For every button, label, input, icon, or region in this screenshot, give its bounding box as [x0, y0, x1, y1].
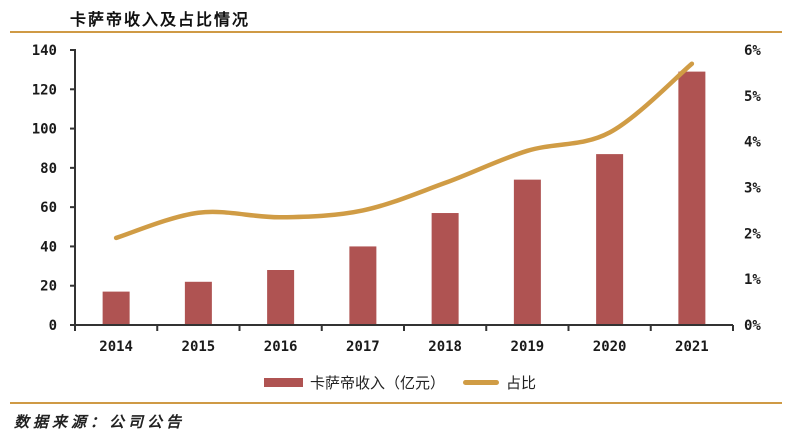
chart-title: 卡萨帝收入及占比情况 — [70, 12, 251, 29]
data-source-note: 数据来源：公司公告 — [14, 415, 186, 431]
revenue-bar-swatch-icon — [263, 378, 303, 387]
y-axis-tick-label: 20 — [40, 279, 57, 295]
revenue-bar-2021 — [678, 71, 706, 325]
chart-legend: 卡萨帝收入（亿元） 占比 — [0, 372, 800, 393]
right-axis-tick-label: 4% — [744, 135, 761, 151]
legend-share-label: 占比 — [506, 376, 537, 392]
revenue-bar-2019 — [513, 179, 541, 325]
share-line-swatch-icon — [463, 380, 499, 385]
x-axis-year-label: 2014 — [99, 339, 133, 355]
y-axis-tick-label: 100 — [32, 122, 57, 138]
y-axis-tick-label: 120 — [32, 82, 57, 98]
right-axis-tick-label: 3% — [744, 181, 761, 197]
right-axis-tick-label: 2% — [744, 226, 761, 242]
right-axis-tick-label: 1% — [744, 272, 761, 288]
x-axis-year-label: 2020 — [593, 339, 627, 355]
right-axis-tick-label: 6% — [744, 43, 761, 59]
legend-revenue-label: 卡萨帝收入（亿元） — [309, 376, 445, 392]
x-axis-year-label: 2015 — [182, 339, 216, 355]
top-divider-rule — [10, 31, 782, 33]
legend-item-share: 占比 — [463, 372, 536, 393]
revenue-bar-2020 — [596, 154, 624, 325]
right-axis-tick-label: 0% — [744, 318, 761, 334]
revenue-bar-2016 — [267, 270, 295, 325]
y-axis-tick-label: 60 — [40, 200, 57, 216]
revenue-bar-2015 — [184, 281, 212, 325]
x-axis-year-label: 2021 — [675, 339, 709, 355]
right-axis-tick-label: 5% — [744, 89, 761, 105]
y-axis-tick-label: 0 — [49, 318, 57, 334]
legend-item-revenue: 卡萨帝收入（亿元） — [263, 372, 445, 393]
share-line — [113, 61, 695, 241]
revenue-bar-2017 — [349, 246, 377, 325]
y-axis-tick-label: 40 — [40, 239, 57, 255]
x-axis-year-label: 2019 — [511, 339, 545, 355]
revenue-bar-2014 — [102, 291, 130, 325]
x-axis-year-label: 2017 — [346, 339, 380, 355]
revenue-bar-2018 — [431, 213, 459, 325]
x-axis-year-label: 2018 — [428, 339, 462, 355]
bottom-divider-rule — [10, 402, 782, 404]
y-axis-tick-label: 80 — [40, 161, 57, 177]
x-axis-year-label: 2016 — [264, 339, 298, 355]
y-axis-tick-label: 140 — [32, 43, 57, 59]
